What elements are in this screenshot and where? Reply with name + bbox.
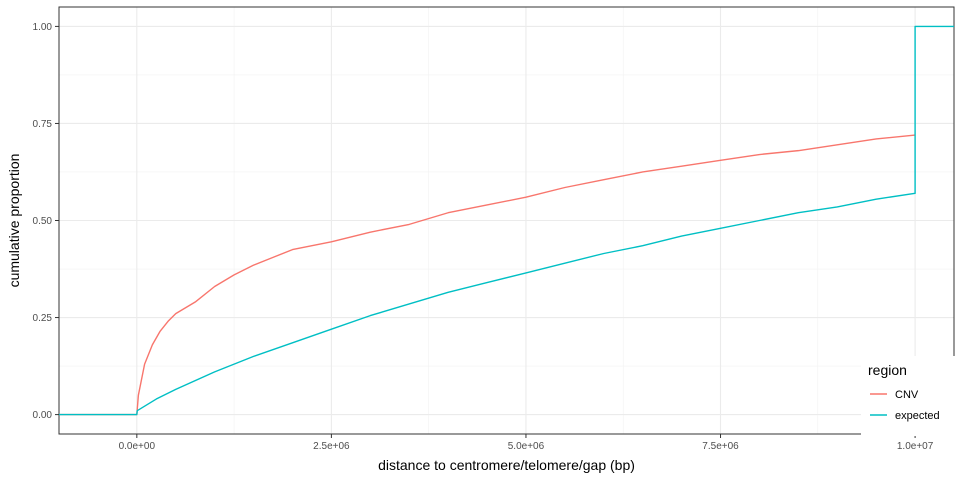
x-tick-label: 7.5e+06 xyxy=(702,441,739,452)
legend-label-expected: expected xyxy=(895,410,940,422)
y-tick-label: 0.00 xyxy=(33,410,53,421)
y-tick-label: 1.00 xyxy=(33,22,53,33)
legend: region CNV expected xyxy=(861,356,960,436)
x-tick-label: 2.5e+06 xyxy=(313,441,350,452)
y-tick-label: 0.75 xyxy=(33,119,53,130)
x-tick-label: 1.0e+07 xyxy=(897,441,934,452)
legend-background xyxy=(861,356,960,436)
series-line-cnv xyxy=(59,134,916,416)
series-line-expected xyxy=(59,25,954,416)
series-layer xyxy=(59,25,954,416)
y-tick-label: 0.25 xyxy=(33,313,53,324)
y-tick-label: 0.50 xyxy=(33,216,53,227)
x-axis: 0.0e+00 2.5e+06 5.0e+06 7.5e+06 1.0e+07 xyxy=(119,434,934,452)
legend-label-cnv: CNV xyxy=(895,389,919,401)
x-axis-title: distance to centromere/telomere/gap (bp) xyxy=(378,457,635,473)
y-axis: 0.00 0.25 0.50 0.75 1.00 xyxy=(33,22,59,421)
y-axis-title: cumulative proportion xyxy=(6,154,22,288)
x-tick-label: 5.0e+06 xyxy=(508,441,545,452)
x-tick-label: 0.0e+00 xyxy=(119,441,156,452)
grid xyxy=(59,7,954,434)
legend-title: region xyxy=(868,362,907,378)
